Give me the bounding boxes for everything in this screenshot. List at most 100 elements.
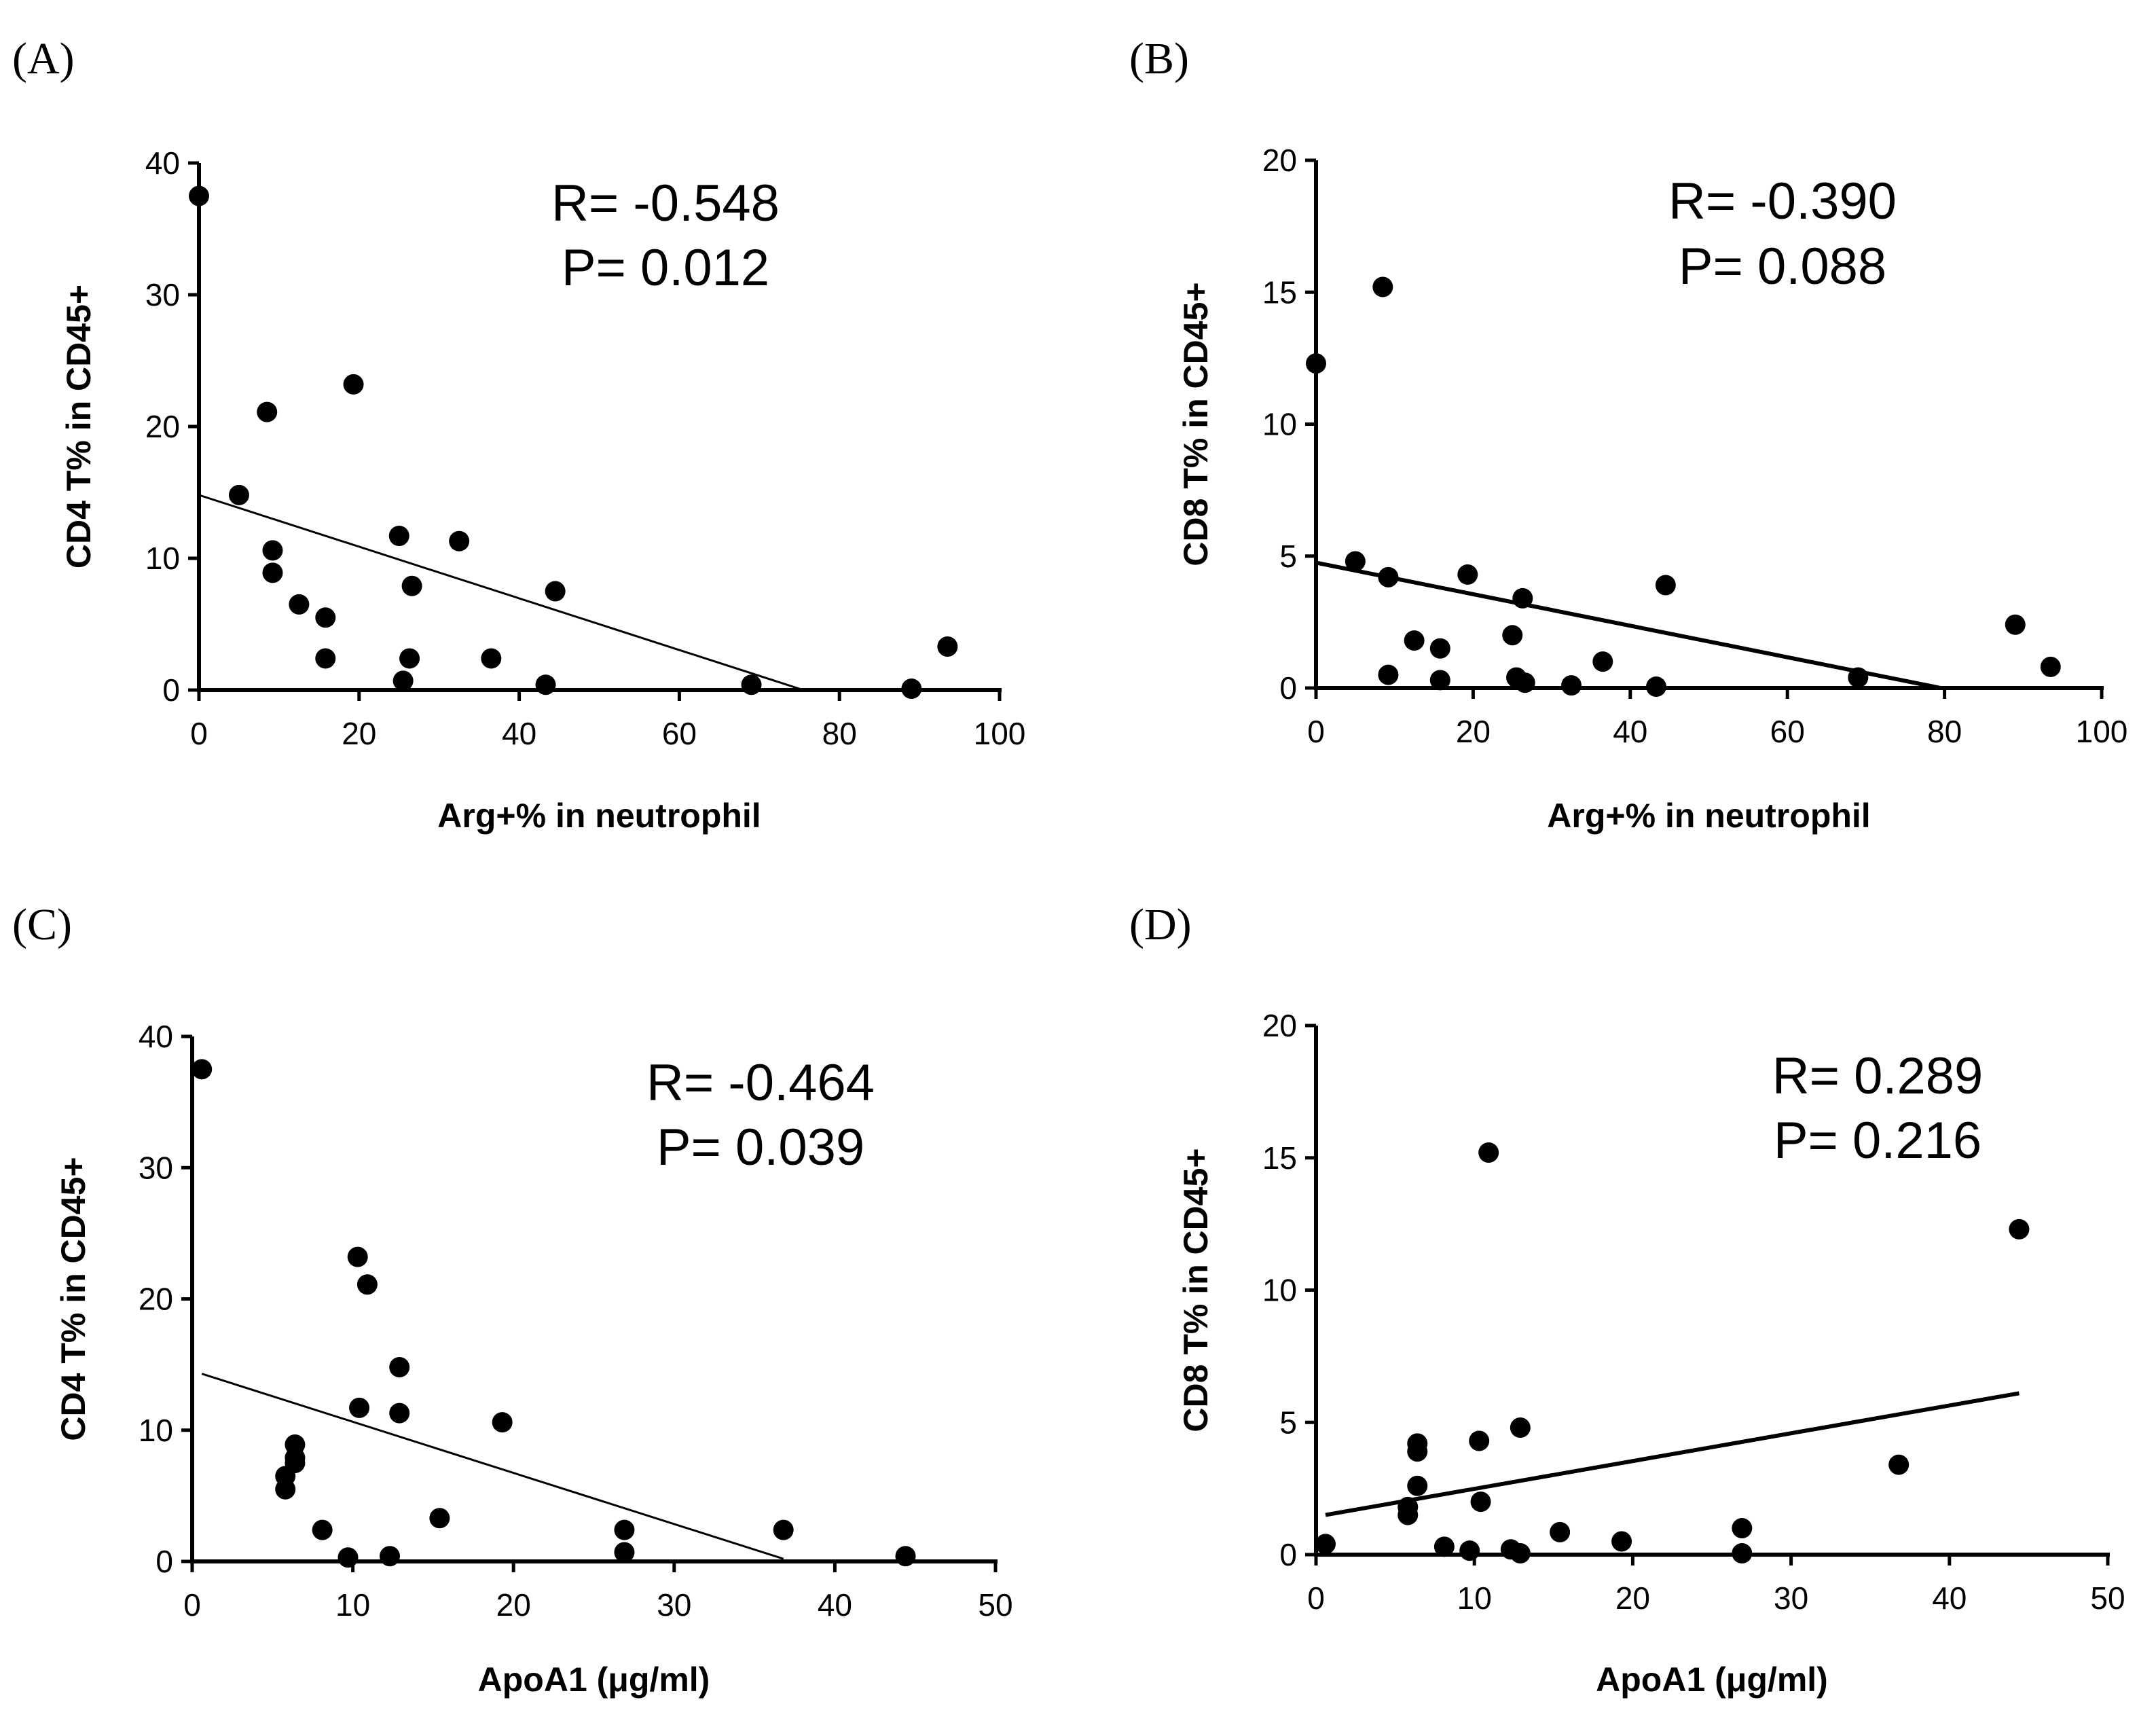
data-point [1550,1521,1571,1542]
data-point [449,530,470,551]
data-point [380,1546,401,1567]
panel-label: (A) [12,34,75,84]
y-tick-label: 30 [145,277,180,312]
panel-label: (C) [12,900,72,949]
data-point [1592,651,1613,672]
x-tick-label: 10 [335,1587,370,1623]
data-point [1561,675,1582,696]
panel-label: (D) [1129,900,1192,949]
y-axis-title: CD4 T% in CD45+ [60,285,98,568]
x-tick-label: 40 [1932,1580,1967,1616]
data-point [429,1508,450,1529]
data-point [357,1274,378,1295]
data-point [401,575,422,596]
regression-line [1325,1391,2020,1517]
data-point [1407,1475,1428,1496]
data-point [262,562,283,583]
x-tick-label: 40 [502,716,536,751]
p-value-text: P= 0.012 [562,239,769,297]
data-point [901,678,922,700]
data-point [275,1479,296,1500]
data-point [1732,1518,1753,1539]
data-point [389,1403,410,1424]
data-point [343,374,364,395]
y-tick-label: 10 [139,1413,173,1448]
y-tick-label: 10 [145,541,180,576]
x-tick-label: 0 [183,1587,201,1623]
data-point [773,1519,794,1540]
y-tick-label: 10 [1262,407,1297,442]
data-point [1469,1430,1490,1451]
data-point [347,1246,368,1267]
data-point [285,1453,306,1474]
panel-4: (D) 0 10 20 30 40 50 0 5 10 15 20 ApoA1 (μg/ml) CD8 T… [1129,900,2125,1699]
panel-3: (C) 0 10 20 30 40 50 0 10 20 30 40 ApoA1 (μg/ml) CD4 … [12,900,1013,1699]
correlation-r-text: R= -0.548 [551,175,780,232]
x-tick-label: 40 [1613,714,1647,749]
y-tick-label: 5 [1279,539,1297,574]
x-axis-title: ApoA1 (μg/ml) [1596,1661,1828,1699]
data-point [388,526,409,547]
y-tick-label: 15 [1262,274,1297,310]
x-tick-label: 60 [1770,714,1805,749]
panel-label: (B) [1129,34,1189,84]
data-point [349,1397,370,1418]
x-tick-label: 50 [2090,1580,2125,1616]
regression-line [1315,560,1941,690]
data-point [1457,564,1478,585]
data-point [1470,1491,1491,1513]
x-axis-title: Arg+% in neutrophil [437,797,761,835]
data-point [257,401,278,422]
y-tick-label: 0 [1279,1537,1297,1572]
data-point [1732,1543,1753,1564]
x-axis-title: Arg+% in neutrophil [1547,797,1870,835]
data-point [1888,1454,1910,1475]
data-point [614,1542,635,1563]
x-tick-label: 0 [1307,714,1325,749]
data-point [191,1059,213,1080]
data-point [228,484,249,505]
x-tick-label: 0 [190,716,208,751]
x-tick-label: 20 [1615,1580,1650,1616]
data-point [1459,1540,1480,1561]
data-point [1404,630,1425,651]
data-point [481,648,502,669]
data-point [1429,670,1450,691]
x-tick-label: 30 [657,1587,691,1623]
y-tick-label: 15 [1262,1140,1297,1176]
y-tick-label: 20 [139,1282,173,1317]
data-point [1510,1543,1531,1564]
x-tick-label: 50 [978,1587,1012,1623]
y-tick-label: 0 [162,672,180,708]
data-point [1315,1534,1336,1555]
p-value-text: P= 0.216 [1774,1112,1981,1170]
y-tick-label: 5 [1279,1405,1297,1440]
data-point [1848,667,1869,688]
data-point [492,1412,513,1433]
x-axis-title: ApoA1 (μg/ml) [478,1661,710,1699]
data-point [2005,614,2026,635]
data-point [1407,1441,1428,1462]
x-tick-label: 80 [1927,714,1962,749]
data-point [1478,1142,1499,1163]
p-value-text: P= 0.039 [657,1119,864,1176]
panel-2: (B) 0 20 40 60 80 100 0 5 10 15 20 Arg+% in neutroph… [1129,34,2127,835]
data-point [1510,1417,1531,1438]
regression-line [198,494,804,691]
x-tick-label: 100 [974,716,1026,751]
x-tick-label: 30 [1774,1580,1808,1616]
data-point [1378,664,1399,685]
data-point [315,648,336,669]
data-point [1433,1536,1455,1557]
data-point [545,581,566,602]
data-point [614,1519,635,1540]
data-point [2009,1218,2030,1240]
panel-1: (A) 0 20 40 60 80 100 0 10 20 30 40 Arg+% in neutrop… [12,34,1025,835]
data-point [337,1547,359,1568]
data-point [1429,638,1450,659]
correlation-r-text: R= 0.289 [1772,1047,1984,1105]
data-point [895,1546,916,1567]
y-axis-title: CD8 T% in CD45+ [1177,282,1215,566]
x-tick-label: 80 [822,716,857,751]
